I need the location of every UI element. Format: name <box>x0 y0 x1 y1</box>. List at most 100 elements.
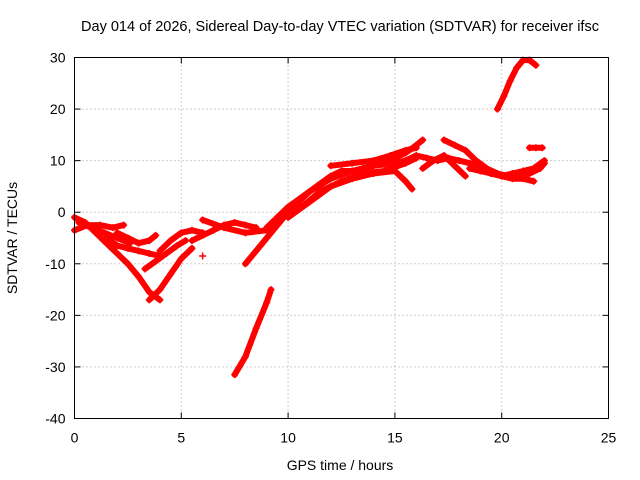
data-point <box>145 296 153 304</box>
data-point <box>167 270 175 278</box>
data-point <box>530 164 538 172</box>
series-sat-u <box>493 56 540 113</box>
y-tick-label: -10 <box>45 256 65 272</box>
data-point <box>440 151 448 159</box>
data-point <box>284 213 292 221</box>
x-tick-label: 10 <box>280 430 296 446</box>
data-point <box>199 216 207 224</box>
y-tick-label: -40 <box>45 411 65 427</box>
data-point <box>412 144 420 152</box>
data-point <box>284 203 292 211</box>
data-point <box>525 144 533 152</box>
data-point <box>135 273 143 281</box>
data-point <box>273 221 281 229</box>
data-point <box>241 229 249 237</box>
data-point <box>402 146 410 154</box>
data-point <box>408 185 416 193</box>
data-point <box>120 221 128 229</box>
series-sat-v <box>525 144 546 152</box>
data-point <box>305 188 313 196</box>
data-point <box>103 234 111 242</box>
data-point <box>500 92 508 100</box>
data-point <box>113 242 121 250</box>
data-point <box>359 170 367 178</box>
x-tick-label: 20 <box>494 430 510 446</box>
data-point <box>177 255 185 263</box>
data-point <box>267 286 275 294</box>
y-tick-label: 20 <box>50 101 66 117</box>
data-point <box>241 221 249 229</box>
y-tick-label: 0 <box>58 204 66 220</box>
data-point <box>135 247 143 255</box>
data-point <box>423 154 431 162</box>
data-point <box>199 252 207 260</box>
axis-ticks: 0 5 10 15 20 25 -40 -30 -20 -10 0 10 20 30 <box>45 50 616 446</box>
data-point <box>348 159 356 167</box>
series-sat-p <box>327 144 420 170</box>
data-point <box>316 188 324 196</box>
data-point <box>412 154 420 162</box>
data-point <box>173 242 181 250</box>
x-tick-label: 0 <box>71 430 79 446</box>
data-point <box>145 237 153 245</box>
data-point <box>472 157 480 165</box>
data-point <box>182 237 190 245</box>
data-point <box>429 157 437 165</box>
data-point <box>538 144 546 152</box>
data-point <box>461 146 469 154</box>
y-tick-label: -20 <box>45 307 65 323</box>
data-point <box>530 177 538 185</box>
y-tick-label: -30 <box>45 359 65 375</box>
x-axis-label: GPS time / hours <box>287 457 394 473</box>
series-sat-q <box>419 151 469 180</box>
data-point <box>188 226 196 234</box>
data-point <box>506 77 514 85</box>
chart-title: Day 014 of 2026, Sidereal Day-to-day VTE… <box>81 19 599 35</box>
data-point <box>419 164 427 172</box>
series-sat-t <box>466 157 548 180</box>
data-point <box>113 249 121 257</box>
y-tick-label: 30 <box>50 50 66 66</box>
data-point <box>532 61 540 69</box>
data-point <box>451 141 459 149</box>
data-point <box>519 175 527 183</box>
data-point <box>167 237 175 245</box>
data-point <box>96 221 104 229</box>
data-point <box>222 221 230 229</box>
series-sat-l <box>241 136 427 268</box>
data-point <box>145 249 153 257</box>
data-point <box>540 157 548 165</box>
data-point <box>241 353 249 361</box>
data-point <box>498 172 506 180</box>
data-point <box>444 154 452 162</box>
data-point <box>455 157 463 165</box>
data-point <box>487 170 495 178</box>
data-point <box>252 247 260 255</box>
data-point <box>141 265 149 273</box>
data-point <box>419 136 427 144</box>
x-tick-label: 25 <box>601 430 617 446</box>
series-sat-f <box>141 237 190 273</box>
data-point <box>124 234 132 242</box>
data-point <box>380 167 388 175</box>
data-point <box>508 170 516 178</box>
grid-lines <box>74 57 609 419</box>
data-point <box>461 172 469 180</box>
data-point <box>387 151 395 159</box>
data-point <box>75 219 83 227</box>
data-point <box>263 234 271 242</box>
data-point <box>348 167 356 175</box>
data-point <box>188 244 196 252</box>
data-point <box>156 296 164 304</box>
data-point <box>327 162 335 170</box>
data-point <box>162 249 170 257</box>
data-point <box>109 224 117 232</box>
data-point <box>493 105 501 113</box>
data-point <box>177 229 185 237</box>
data-point <box>188 237 196 245</box>
data-point <box>145 288 153 296</box>
data-point <box>338 177 345 185</box>
data-point <box>476 167 484 175</box>
data-point <box>241 260 249 268</box>
